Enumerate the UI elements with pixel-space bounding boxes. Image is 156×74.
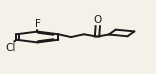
Text: O: O xyxy=(94,15,102,25)
Text: Cl: Cl xyxy=(6,43,16,53)
Text: F: F xyxy=(34,19,40,29)
